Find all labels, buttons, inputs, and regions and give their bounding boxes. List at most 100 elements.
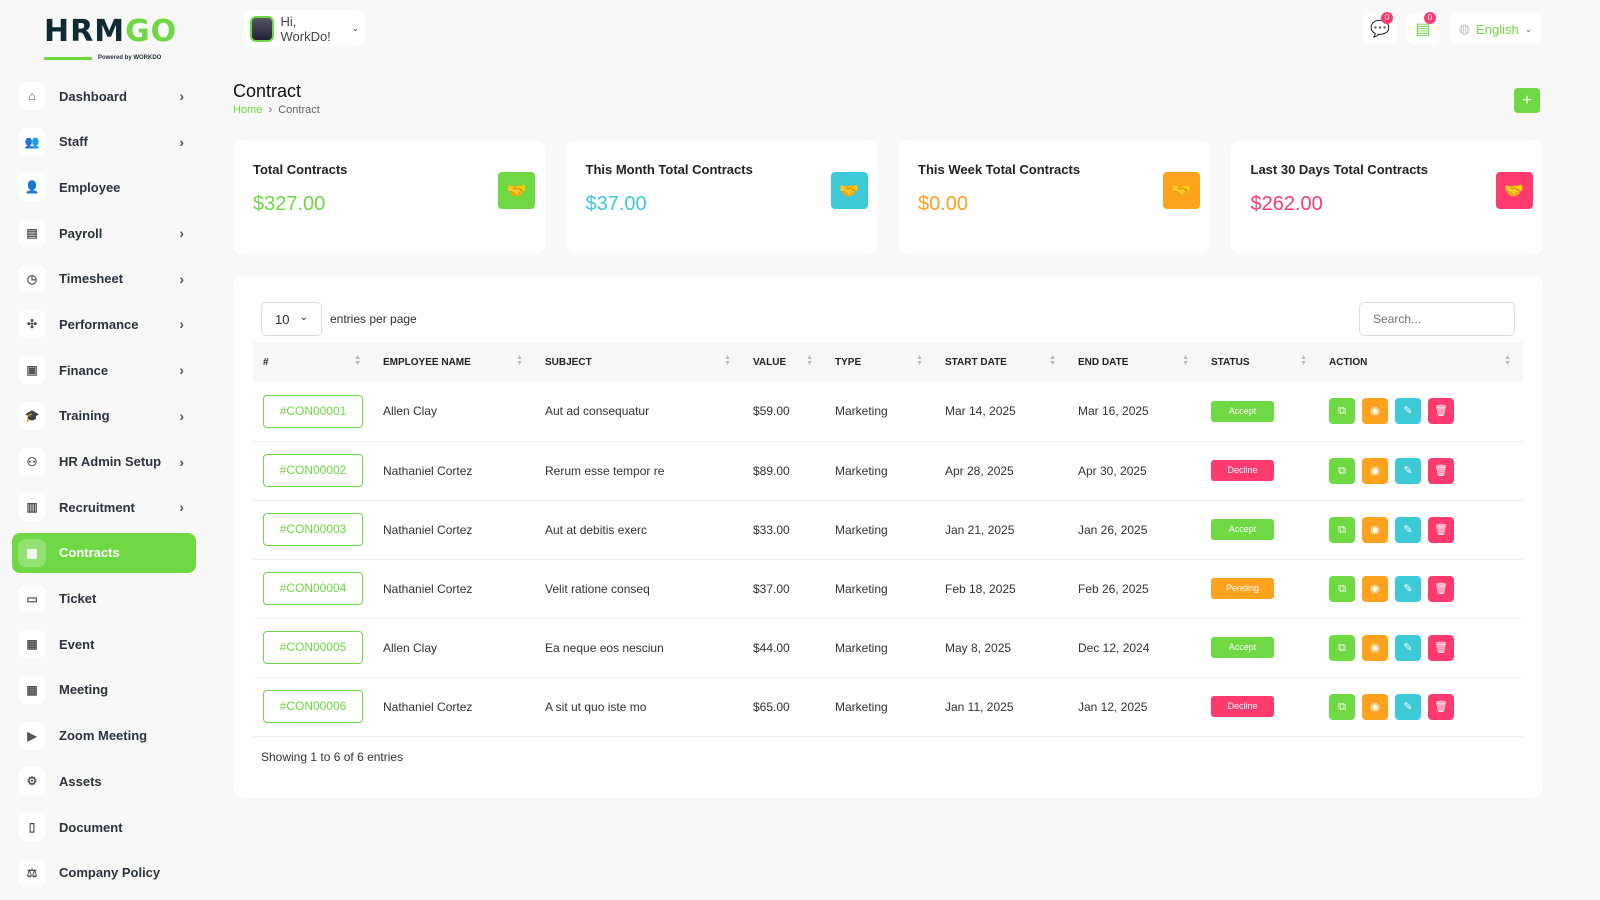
- start-date: Apr 28, 2025: [935, 441, 1068, 501]
- notifications-badge: 0: [1424, 12, 1436, 24]
- status-badge: Accept: [1211, 637, 1274, 658]
- stat-label: Total Contracts: [253, 162, 348, 177]
- sidebar-item-company-policy[interactable]: ⚖ Company Policy: [12, 853, 196, 893]
- sidebar-item-recruitment[interactable]: ▥ Recruitment ›: [12, 487, 196, 527]
- eye-icon[interactable]: ◉: [1362, 398, 1388, 425]
- value: $59.00: [743, 382, 825, 442]
- stat-label: Last 30 Days Total Contracts: [1250, 162, 1428, 177]
- copy-icon[interactable]: ⧉: [1329, 516, 1355, 543]
- entries-select[interactable]: 10 ⌄: [261, 302, 322, 336]
- column-header[interactable]: EMPLOYEE NAME ▲ ▼: [373, 342, 535, 382]
- pencil-icon[interactable]: ✎: [1395, 398, 1421, 425]
- column-header[interactable]: TYPE ▲ ▼: [825, 342, 935, 382]
- copy-icon[interactable]: ⧉: [1329, 575, 1355, 602]
- eye-icon[interactable]: ◉: [1362, 457, 1388, 484]
- eye-icon[interactable]: ◉: [1362, 693, 1388, 720]
- column-header[interactable]: END DATE ▲ ▼: [1068, 342, 1201, 382]
- sidebar-item-training[interactable]: 🎓 Training ›: [12, 396, 196, 436]
- contract-id-link[interactable]: #CON00004: [263, 572, 363, 605]
- stat-card: Total Contracts $327.00 🤝: [233, 140, 545, 255]
- trash-icon[interactable]: 🗑: [1428, 693, 1454, 720]
- user-menu[interactable]: Hi, WorkDo! ⌄: [244, 10, 365, 47]
- sidebar-item-staff[interactable]: 👥 Staff ›: [12, 122, 196, 162]
- status-badge: Accept: [1211, 519, 1274, 540]
- sidebar-item-event[interactable]: ▦ Event: [12, 624, 196, 664]
- sort-icon: ▲ ▼: [516, 354, 523, 367]
- eye-icon[interactable]: ◉: [1362, 634, 1388, 661]
- breadcrumb-home[interactable]: Home: [233, 104, 263, 116]
- column-header[interactable]: # ▲ ▼: [253, 342, 373, 382]
- contract-icon: ▦: [18, 538, 46, 567]
- sort-icon: ▲ ▼: [1049, 354, 1056, 367]
- contract-id-link[interactable]: #CON00005: [263, 631, 363, 664]
- copy-icon[interactable]: ⧉: [1329, 634, 1355, 661]
- contract-id-link[interactable]: #CON00001: [263, 394, 363, 428]
- eye-icon[interactable]: ◉: [1362, 575, 1388, 602]
- contract-id-link[interactable]: #CON00006: [263, 690, 363, 723]
- pencil-icon[interactable]: ✎: [1395, 516, 1421, 543]
- trash-icon[interactable]: 🗑: [1428, 516, 1454, 543]
- contract-id-link[interactable]: #CON00002: [263, 454, 363, 487]
- column-header[interactable]: ACTION ▲ ▼: [1319, 342, 1523, 382]
- value: $89.00: [743, 441, 825, 501]
- column-header[interactable]: START DATE ▲ ▼: [935, 342, 1068, 382]
- sidebar-item-document[interactable]: ▯ Document: [12, 807, 196, 847]
- eye-icon[interactable]: ◉: [1362, 516, 1388, 543]
- sidebar-item-zoom-meeting[interactable]: ▶ Zoom Meeting: [12, 716, 196, 756]
- messages-badge: 0: [1381, 12, 1393, 24]
- column-label: TYPE: [835, 356, 862, 368]
- users-icon: 👥: [18, 127, 46, 156]
- trash-icon[interactable]: 🗑: [1428, 457, 1454, 484]
- pencil-icon[interactable]: ✎: [1395, 634, 1421, 661]
- language-label: English: [1476, 21, 1519, 37]
- contract-id-link[interactable]: #CON00003: [263, 513, 363, 546]
- handshake-icon: 🤝: [1163, 172, 1200, 209]
- chat-icon: 💬: [1370, 21, 1390, 38]
- column-header[interactable]: STATUS ▲ ▼: [1201, 342, 1319, 382]
- sidebar-item-label: Event: [59, 636, 95, 652]
- trash-icon[interactable]: 🗑: [1428, 575, 1454, 602]
- subject: Rerum esse tempor re: [535, 441, 743, 501]
- logo[interactable]: HRMGO Powered by WORKDO: [44, 14, 178, 61]
- search-input[interactable]: [1359, 302, 1515, 336]
- column-header[interactable]: SUBJECT ▲ ▼: [535, 342, 743, 382]
- trash-icon[interactable]: 🗑: [1428, 634, 1454, 661]
- pencil-icon[interactable]: ✎: [1395, 575, 1421, 602]
- message-icon: ▤: [1415, 21, 1431, 38]
- add-contract-button[interactable]: +: [1514, 88, 1540, 113]
- pencil-icon[interactable]: ✎: [1395, 693, 1421, 720]
- copy-icon[interactable]: ⧉: [1329, 457, 1355, 484]
- status-badge: Decline: [1211, 696, 1274, 717]
- sidebar-item-meeting[interactable]: ▦ Meeting: [12, 670, 196, 710]
- avatar: [250, 15, 275, 42]
- employee-name: Nathaniel Cortez: [373, 677, 535, 737]
- chevron-down-icon: ⌄: [299, 312, 308, 323]
- type: Marketing: [825, 677, 935, 737]
- trash-icon[interactable]: 🗑: [1428, 398, 1454, 425]
- sidebar-item-ticket[interactable]: ▭ Ticket: [12, 579, 196, 619]
- sidebar-item-dashboard[interactable]: ⌂ Dashboard ›: [12, 76, 196, 116]
- sidebar-item-contracts[interactable]: ▦ Contracts: [12, 532, 196, 573]
- end-date: Jan 12, 2025: [1068, 677, 1201, 737]
- column-header[interactable]: VALUE ▲ ▼: [743, 342, 825, 382]
- notifications-button[interactable]: ▤ 0: [1406, 12, 1440, 45]
- sidebar-item-label: Performance: [59, 316, 139, 332]
- start-date: May 8, 2025: [935, 618, 1068, 678]
- copy-icon[interactable]: ⧉: [1329, 693, 1355, 720]
- table-info: Showing 1 to 6 of 6 entries: [261, 750, 404, 764]
- pencil-icon[interactable]: ✎: [1395, 457, 1421, 484]
- start-date: Feb 18, 2025: [935, 559, 1068, 619]
- sidebar-item-timesheet[interactable]: ◷ Timesheet ›: [12, 259, 196, 299]
- sidebar-item-payroll[interactable]: ▤ Payroll ›: [12, 213, 196, 253]
- sidebar-item-hr-admin-setup[interactable]: ⚇ HR Admin Setup ›: [12, 442, 196, 482]
- copy-icon[interactable]: ⧉: [1329, 398, 1355, 425]
- calendar-time-icon: ▦: [18, 675, 46, 704]
- sidebar-item-performance[interactable]: ✣ Performance ›: [12, 304, 196, 344]
- employee-name: Allen Clay: [373, 618, 535, 678]
- sidebar-item-finance[interactable]: ▣ Finance ›: [12, 350, 196, 390]
- sidebar-item-employee[interactable]: 👤 Employee: [12, 167, 196, 207]
- language-select[interactable]: ◍ English ⌄: [1449, 13, 1542, 45]
- messages-button[interactable]: 💬 0: [1363, 12, 1397, 45]
- employee-name: Nathaniel Cortez: [373, 500, 535, 560]
- sidebar-item-assets[interactable]: ⚙ Assets: [12, 761, 196, 801]
